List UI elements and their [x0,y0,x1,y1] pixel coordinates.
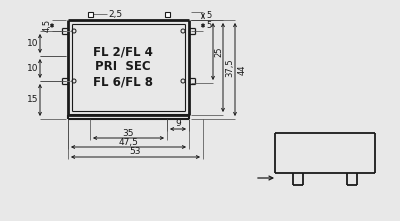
Text: FL 6/FL 8: FL 6/FL 8 [93,76,153,88]
Text: 2,5: 2,5 [108,10,122,19]
Bar [165,12,170,17]
Text: 10: 10 [27,39,39,48]
Text: 35: 35 [123,128,134,137]
Text: 53: 53 [130,147,141,156]
Text: 4,5: 4,5 [42,19,52,32]
Text: FL 2/FL 4: FL 2/FL 4 [93,46,153,59]
Text: 10: 10 [27,64,39,73]
Text: 5: 5 [206,11,212,21]
Text: PRI  SEC: PRI SEC [95,61,151,74]
Text: 37,5: 37,5 [226,58,234,77]
Text: 47,5: 47,5 [118,137,138,147]
Text: 5: 5 [206,21,212,30]
Text: 44: 44 [238,64,246,75]
Bar [88,12,93,17]
Text: 25: 25 [214,46,224,57]
Text: 9: 9 [175,120,181,128]
Text: 15: 15 [27,95,39,105]
